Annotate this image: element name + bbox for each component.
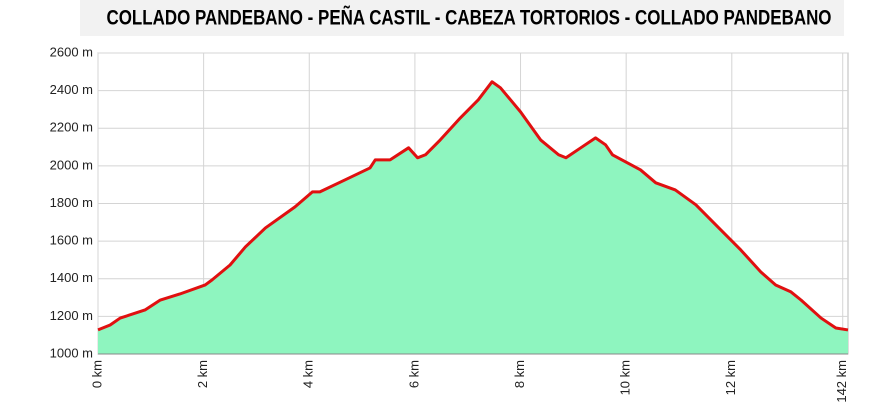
x-tick-label: 0 km <box>89 360 104 388</box>
y-tick-label: 1800 m <box>50 195 93 210</box>
y-tick-label: 2600 m <box>50 44 93 59</box>
elevation-line <box>97 80 849 332</box>
x-tick-label: 142 km <box>834 360 849 403</box>
title-box <box>80 0 844 36</box>
x-tick-label: 12 km <box>723 360 738 395</box>
x-tick-label: 4 km <box>301 360 316 388</box>
elevation-area <box>98 81 848 354</box>
x-tick-label: 6 km <box>406 360 421 388</box>
y-tick-label: 1600 m <box>50 233 93 248</box>
chart-title: COLLADO PANDEBANO - PEÑA CASTIL - CABEZA… <box>107 7 832 30</box>
y-tick-label: 1000 m <box>50 345 93 360</box>
y-tick-label: 2000 m <box>50 157 93 172</box>
x-tick-label: 8 km <box>512 360 527 388</box>
y-tick-label: 2200 m <box>50 120 93 135</box>
y-tick-label: 2400 m <box>50 82 93 97</box>
y-tick-label: 1200 m <box>50 308 93 323</box>
y-tick-label: 1400 m <box>50 270 93 285</box>
x-tick-label: 10 km <box>618 360 633 395</box>
x-tick-label: 2 km <box>195 360 210 388</box>
